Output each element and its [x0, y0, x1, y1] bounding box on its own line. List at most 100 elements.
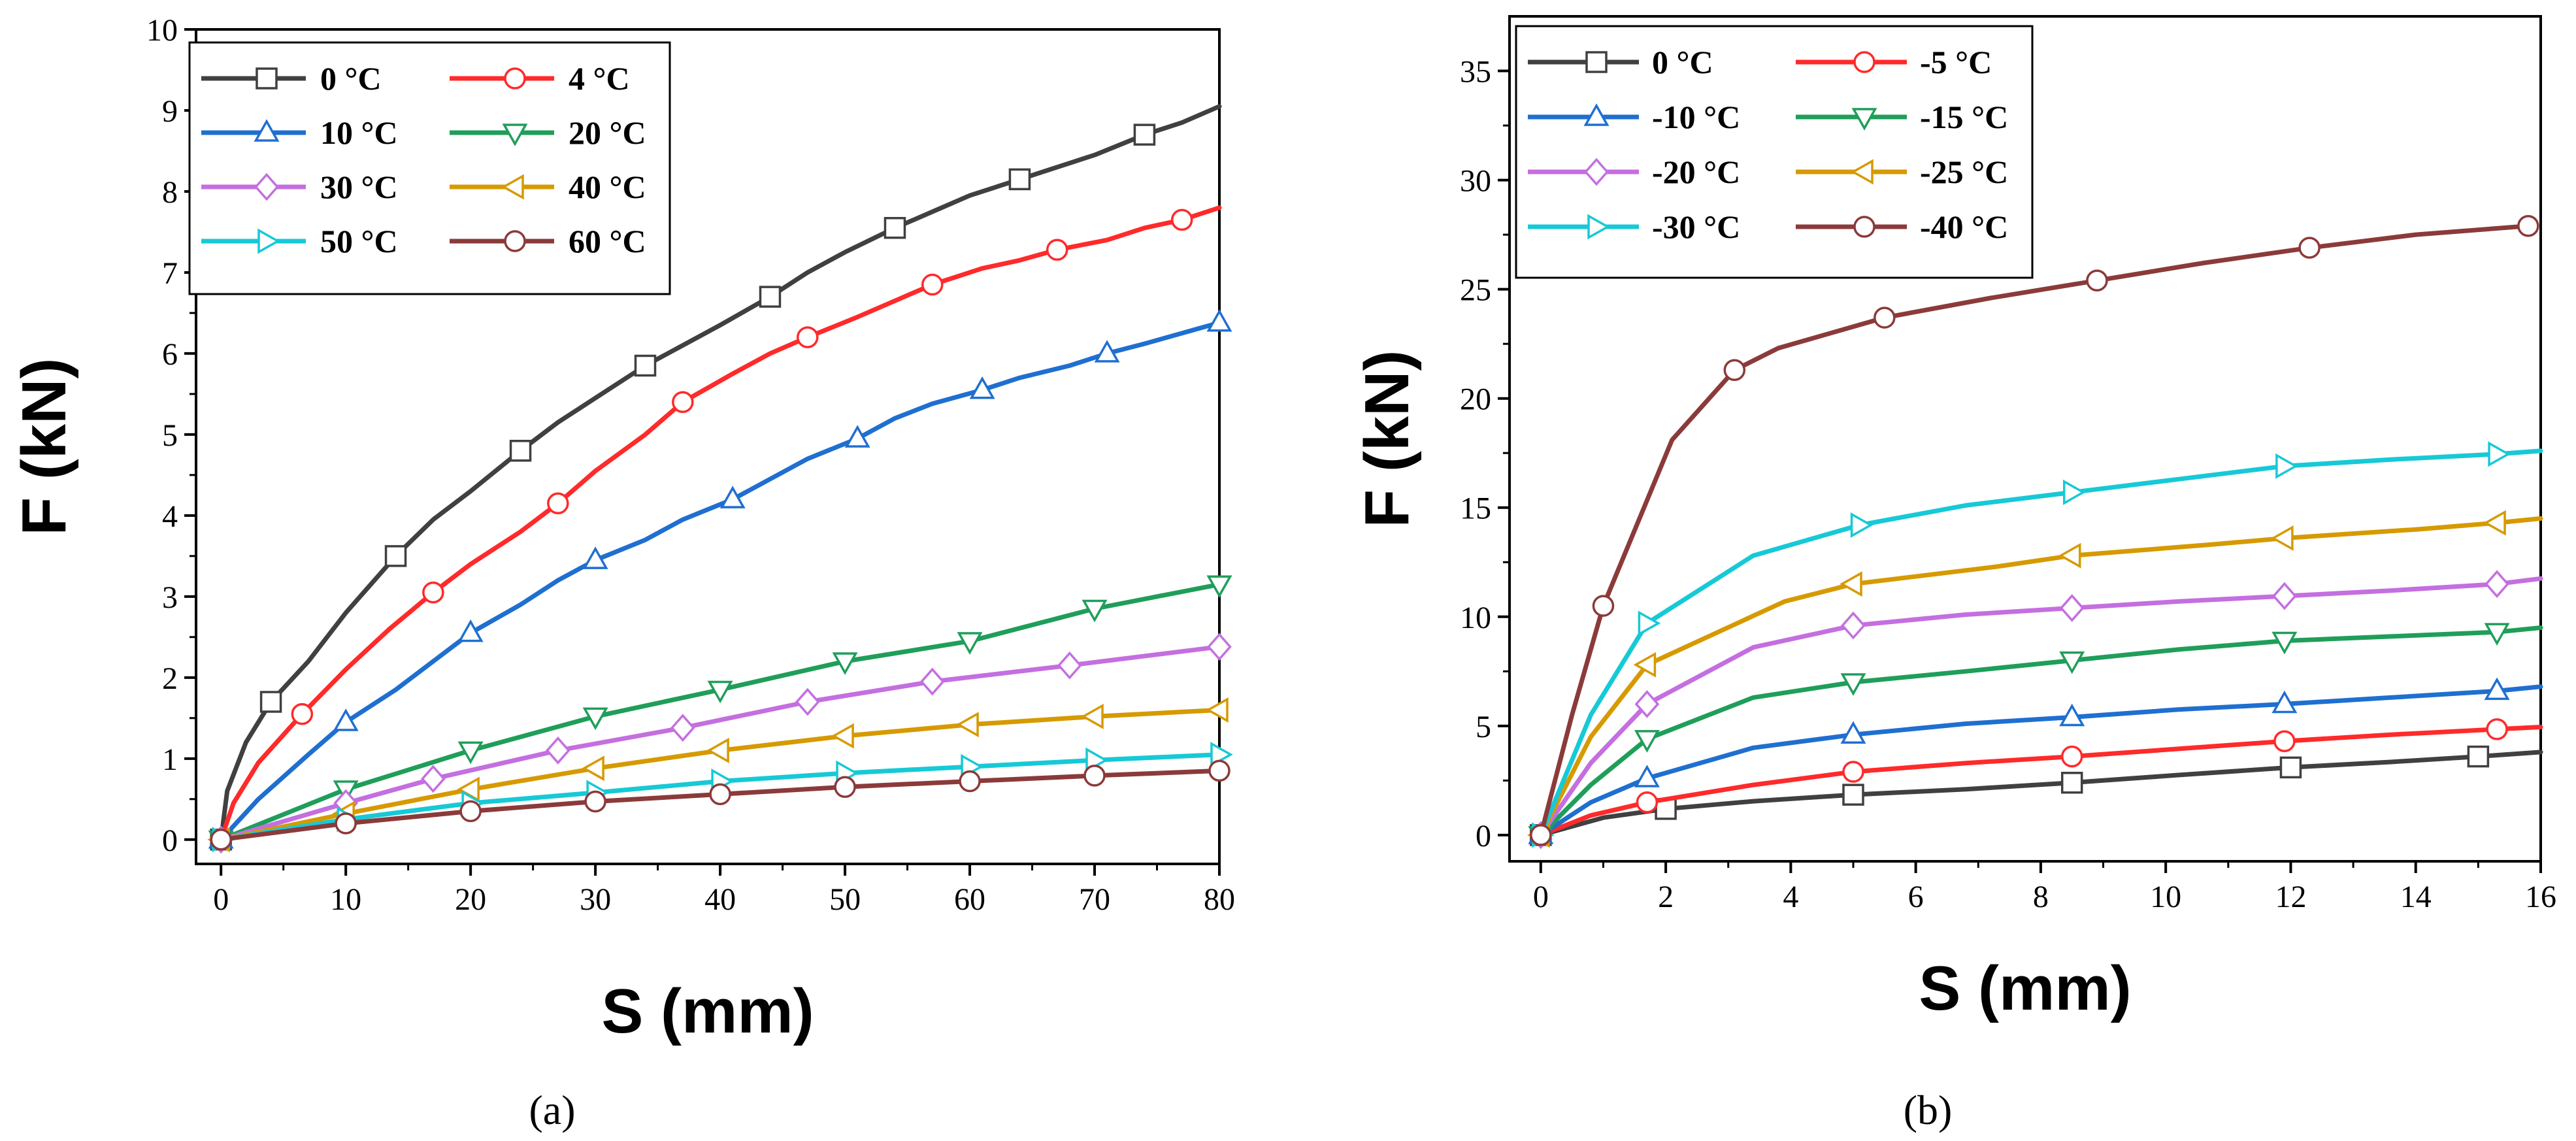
y-tick-label: 10: [146, 13, 178, 48]
y-tick-label: 4: [162, 499, 178, 534]
series-minus20c: [1528, 570, 2543, 850]
data-point: [1638, 610, 1661, 637]
data-point: [457, 741, 484, 765]
y-tick-label: 35: [1460, 55, 1491, 90]
data-point: [2086, 269, 2108, 292]
x-axis-title: S (mm): [1919, 953, 2131, 1023]
legend-label: 10 °C: [320, 114, 398, 151]
legend-item-0c: 0 °C: [1528, 44, 1713, 80]
data-point: [2272, 582, 2297, 610]
data-point: [1082, 599, 1108, 623]
data-point: [706, 737, 729, 763]
x-tick-label: 0: [213, 882, 229, 917]
legend-item-minus25c: -25 °C: [1796, 154, 2008, 190]
x-tick-label: 80: [1204, 882, 1235, 917]
data-point: [1081, 703, 1104, 729]
legend-item-0c: 0 °C: [201, 60, 382, 97]
data-point: [422, 581, 444, 604]
x-tick-label: 30: [580, 882, 611, 917]
data-point: [509, 439, 532, 462]
legend-swatch-marker: [256, 67, 278, 90]
y-tick-label: 15: [1460, 491, 1491, 526]
x-axis-title: S (mm): [601, 976, 814, 1046]
legend-swatch-marker: [504, 67, 526, 90]
legend-label: 60 °C: [569, 223, 646, 259]
legend-label: 50 °C: [320, 223, 398, 259]
legend: 0 °C 4 °C 10 °C 20 °C 30 °C 40 °C 50 °C 60 °C: [188, 41, 671, 295]
y-axis-title: F (kN): [1352, 350, 1422, 528]
y-tick-label: 7: [162, 256, 178, 291]
legend-swatch-marker: [1851, 108, 1877, 131]
chart-panel-b: 0 2 4 6 8 10 12 14 16 0 5 10 15 20 25 30 35 S (mm) F (kN) 0…: [1352, 15, 2556, 1133]
plot-frame: [195, 28, 1221, 865]
data-point: [956, 712, 979, 738]
y-tick-label: 10: [1460, 601, 1491, 635]
plot-frame: [1508, 15, 2542, 863]
data-point: [2060, 771, 2083, 794]
data-point: [2484, 677, 2510, 701]
data-point: [335, 812, 357, 835]
data-point: [1206, 697, 1229, 723]
y-tick-label: 2: [162, 661, 178, 696]
data-point: [584, 790, 606, 813]
y-axis-title: F (kN): [9, 358, 79, 536]
data-point: [1207, 633, 1232, 661]
x-tick-label: 14: [2400, 880, 2432, 914]
x-tick-label: 6: [1908, 880, 1924, 914]
y-tick-label: 8: [162, 175, 178, 210]
series-line: [1538, 576, 2543, 838]
data-point: [797, 326, 819, 348]
legend-swatch-marker: [501, 174, 524, 200]
data-point: [1206, 308, 1232, 332]
legend-item-30c: 30 °C: [201, 169, 398, 205]
series-10c: [208, 308, 1232, 849]
y-axis: 0 1 2 3 4 5 6 7 8 9 10: [146, 13, 196, 858]
y-tick-label: 0: [1476, 819, 1491, 853]
data-point: [1133, 124, 1156, 146]
data-point: [2059, 651, 2085, 674]
legend-swatch-marker: [254, 119, 280, 142]
legend-item-minus10c: -10 °C: [1528, 99, 1740, 135]
data-point: [709, 783, 731, 806]
y-tick-label: 6: [162, 337, 178, 372]
series-line: [1538, 625, 2543, 838]
legend-swatch-marker: [257, 228, 280, 254]
x-tick-label: 20: [455, 882, 486, 917]
legend-item-20c: 20 °C: [450, 114, 646, 151]
legend-item-10c: 10 °C: [201, 114, 398, 151]
y-tick-label: 5: [162, 418, 178, 453]
data-point: [1840, 571, 1862, 597]
data-point: [2485, 570, 2509, 599]
legend-item-4c: 4 °C: [450, 60, 630, 97]
legend-swatch-marker: [254, 173, 279, 201]
legend-swatch-marker: [1585, 51, 1608, 73]
legend-label: -25 °C: [1920, 154, 2008, 190]
data-point: [2298, 237, 2320, 259]
data-point: [2058, 542, 2081, 569]
data-point: [1636, 791, 1659, 814]
x-tick-label: 2: [1658, 880, 1674, 914]
legend-label: -30 °C: [1652, 208, 1740, 245]
data-point: [2488, 441, 2511, 467]
x-tick-label: 40: [704, 882, 736, 917]
data-point: [670, 714, 695, 742]
y-tick-label: 30: [1460, 164, 1491, 199]
data-point: [832, 652, 858, 675]
data-point: [547, 492, 569, 515]
legend-label: -5 °C: [1920, 44, 1992, 80]
data-point: [210, 829, 232, 851]
legend-swatch-marker: [504, 230, 526, 252]
series-line: [1538, 448, 2543, 838]
legend-label: 0 °C: [1652, 44, 1713, 80]
legend-label: 4 °C: [569, 60, 630, 97]
data-point: [2486, 718, 2508, 740]
legend-swatch-marker: [1583, 103, 1610, 126]
series-minus5c: [1530, 718, 2543, 846]
x-tick-label: 8: [2033, 880, 2049, 914]
data-point: [2273, 730, 2296, 752]
data-point: [1094, 340, 1120, 363]
series-60c: [210, 759, 1230, 851]
series-minus40c: [1530, 214, 2539, 846]
data-point: [969, 376, 995, 399]
y-tick-label: 20: [1460, 382, 1491, 417]
